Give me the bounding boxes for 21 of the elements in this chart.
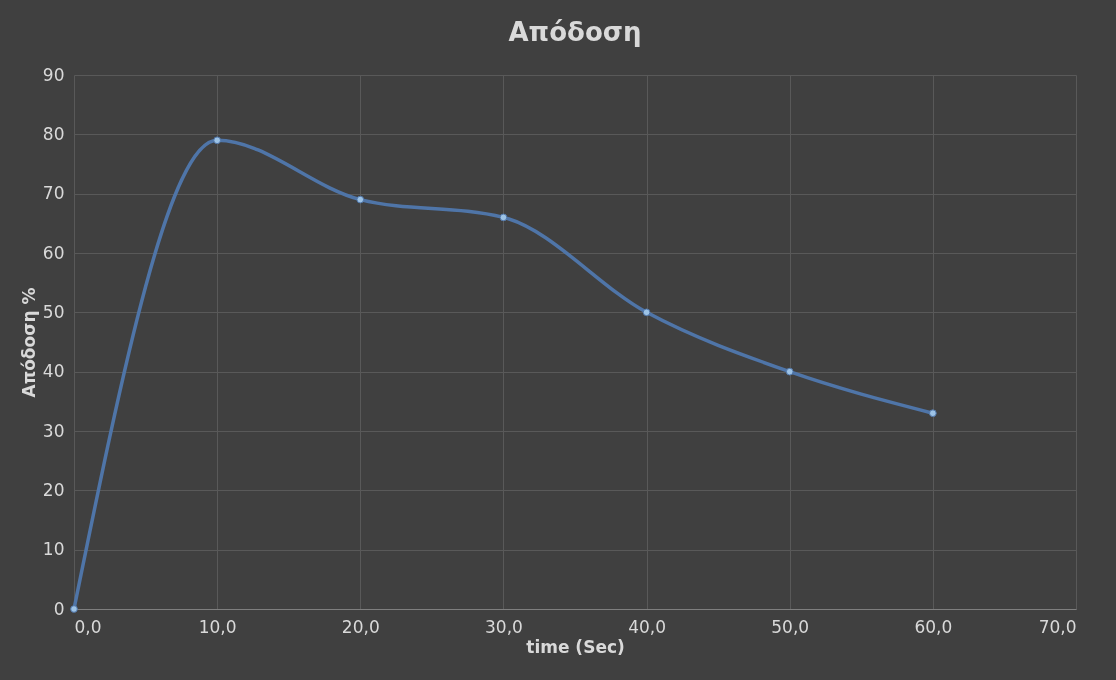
y-tick-label: 50 — [42, 301, 65, 322]
y-tick-label: 30 — [42, 420, 65, 441]
x-tick-label: 0,0 — [74, 616, 102, 637]
x-tick-label: 40,0 — [628, 616, 666, 637]
y-tick-label: 20 — [42, 479, 65, 500]
y-axis-title: Απόδοση % — [18, 287, 39, 398]
x-tick-label: 60,0 — [914, 616, 953, 637]
y-tick-label: 90 — [42, 64, 65, 85]
y-tick-label: 80 — [42, 123, 65, 144]
y-tick-label: 10 — [42, 539, 65, 560]
y-tick-label: 70 — [42, 183, 65, 204]
x-tick-label: 50,0 — [771, 616, 810, 637]
chart-title: Απόδοση — [508, 17, 642, 47]
y-tick-label: 40 — [42, 361, 65, 382]
x-axis-title: time (Sec) — [526, 636, 625, 657]
x-tick-label: 20,0 — [341, 616, 380, 637]
y-tick-label: 60 — [42, 242, 65, 263]
x-tick-label: 70,0 — [1038, 616, 1077, 637]
y-tick-label: 0 — [53, 598, 65, 619]
x-tick-label: 10,0 — [198, 616, 237, 637]
x-tick-label: 30,0 — [485, 616, 523, 637]
